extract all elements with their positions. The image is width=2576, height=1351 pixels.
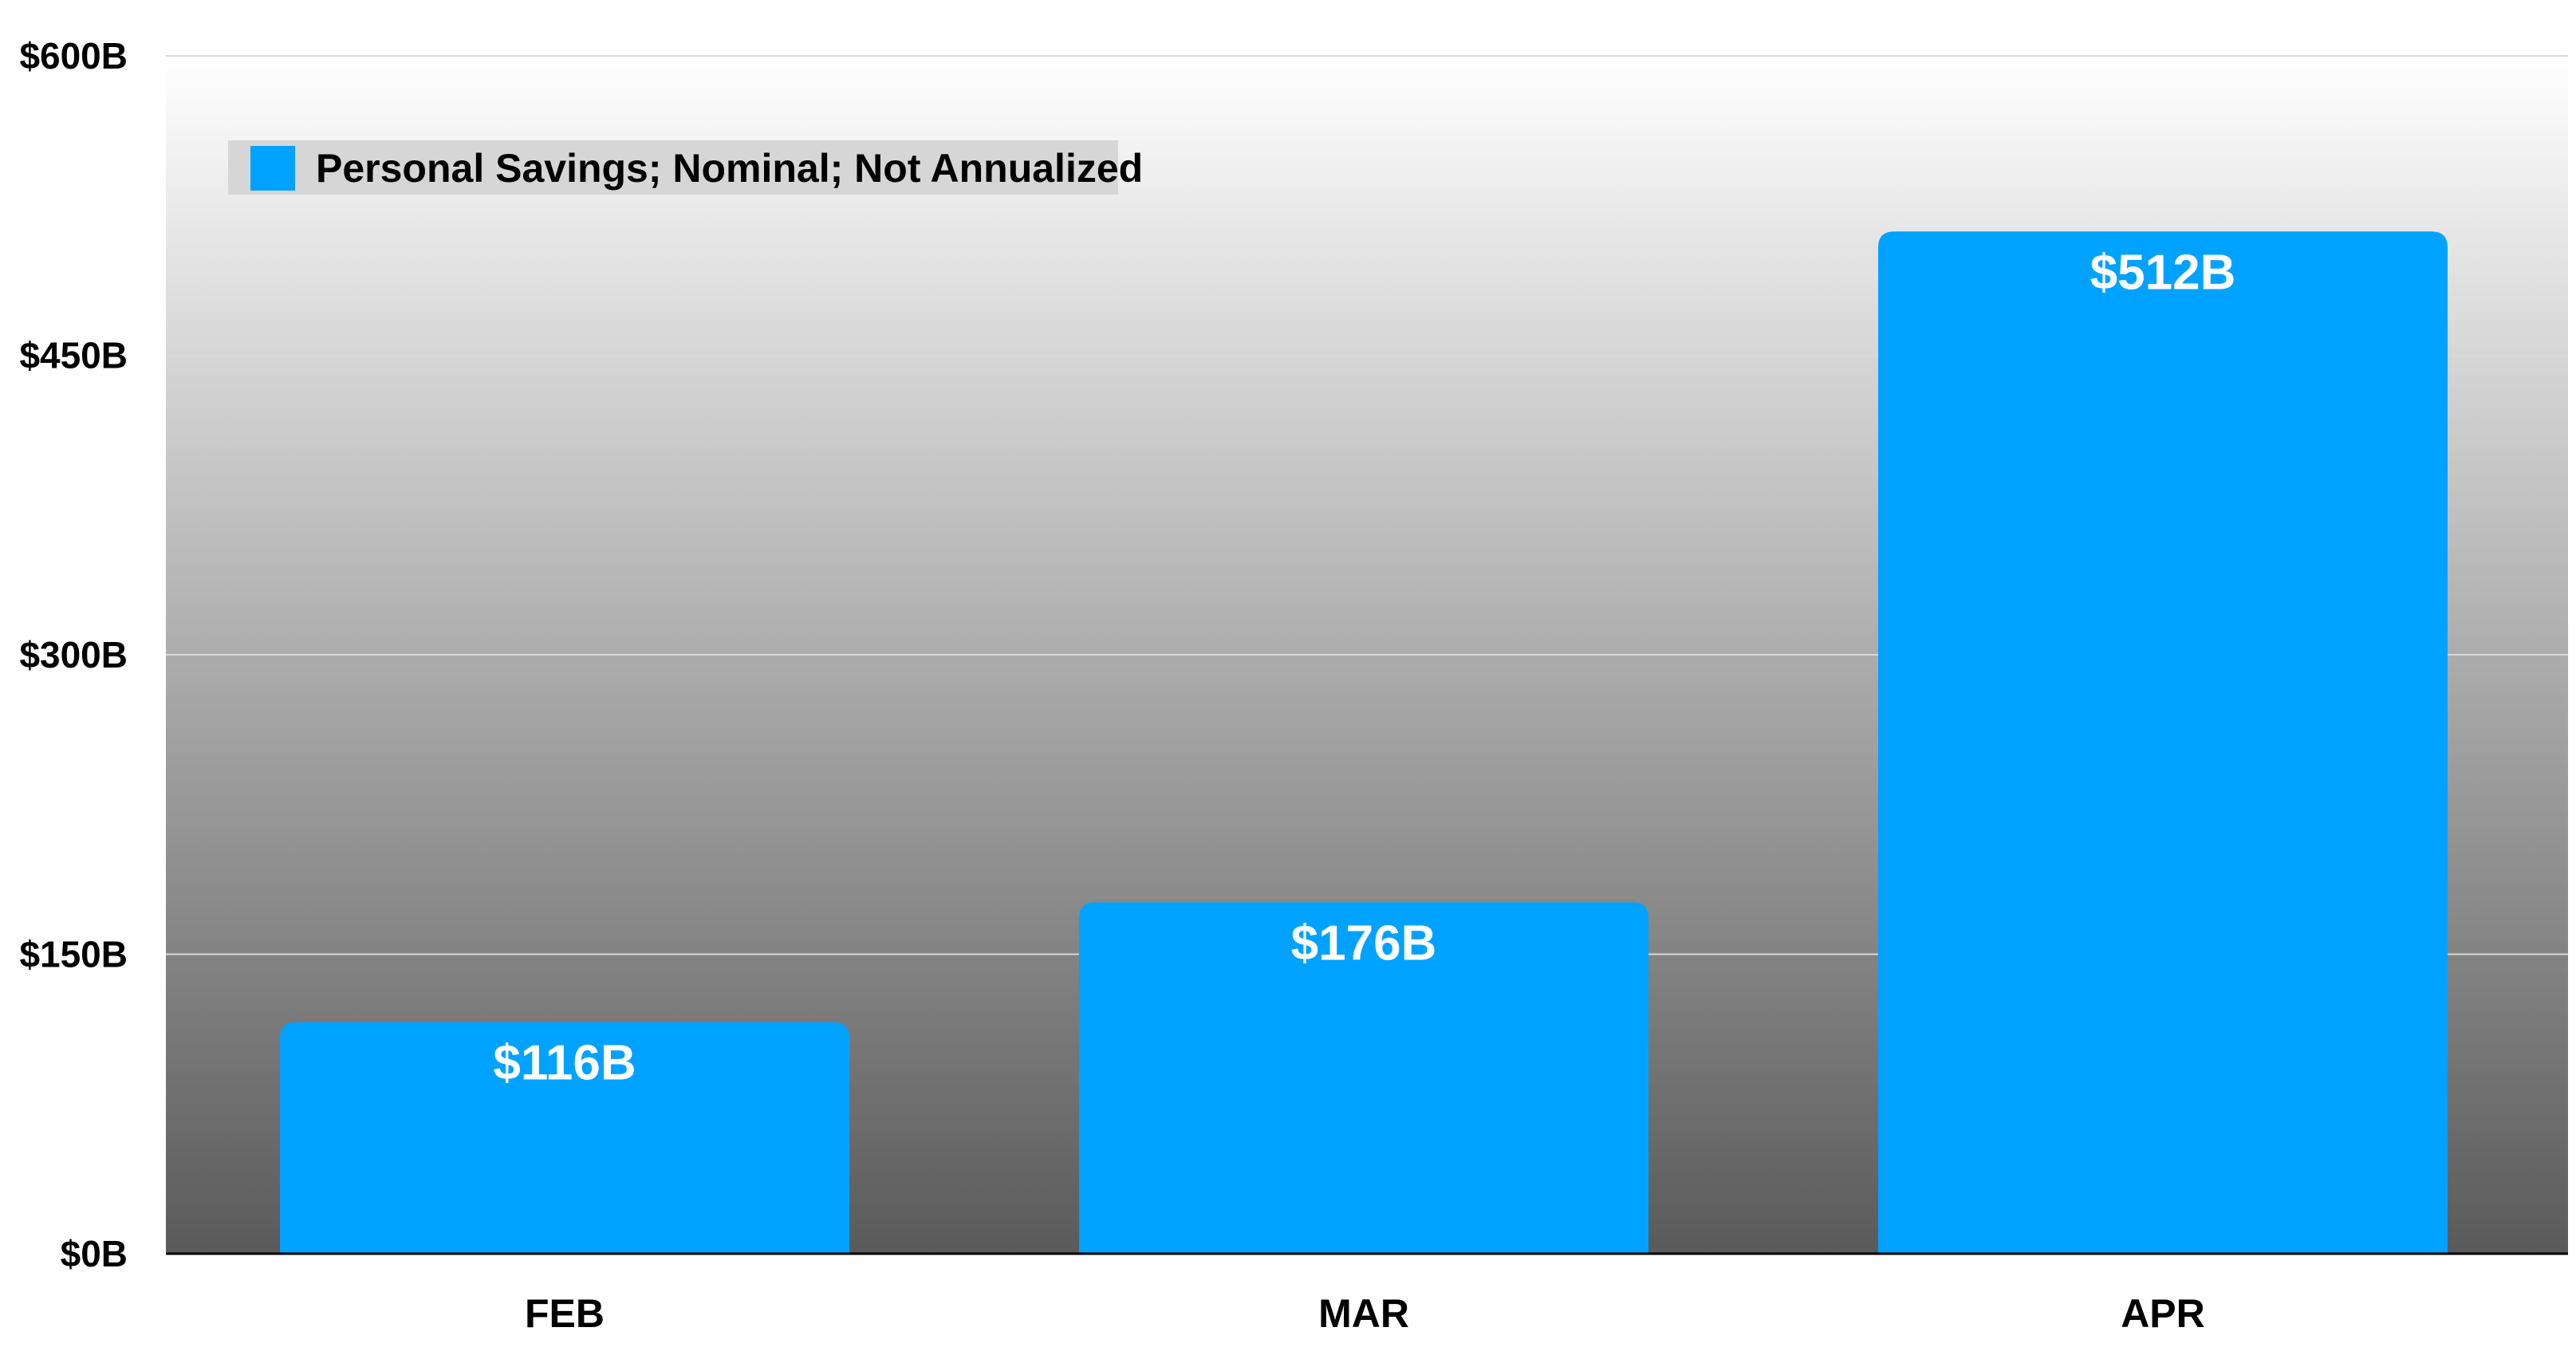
x-tick-label-apr: APR [2121,1291,2205,1336]
y-axis-ticks: $0B $150B $300B $450B $600B [19,35,128,1274]
data-label-mar: $176B [1291,916,1437,971]
legend-background [228,140,1118,195]
x-axis-ticks: FEB MAR APR [525,1291,2205,1336]
y-tick-label: $450B [19,335,128,376]
legend: Personal Savings; Nominal; Not Annualize… [228,140,1143,195]
y-tick-label: $150B [19,934,128,975]
y-tick-label: $600B [19,35,128,77]
x-tick-label-mar: MAR [1318,1291,1409,1336]
x-tick-label-feb: FEB [525,1291,605,1336]
y-tick-label: $300B [19,634,128,676]
bar-apr [1878,231,2448,1254]
data-label-feb: $116B [493,1036,636,1091]
y-tick-label: $0B [61,1233,128,1274]
bar-mar [1079,902,1648,1254]
bar-feb [280,1022,849,1254]
legend-swatch [250,146,295,191]
data-label-apr: $512B [2090,245,2236,300]
bars [280,231,2448,1254]
data-labels: $116B $176B $512B [493,245,2235,1090]
legend-label: Personal Savings; Nominal; Not Annualize… [316,146,1143,191]
